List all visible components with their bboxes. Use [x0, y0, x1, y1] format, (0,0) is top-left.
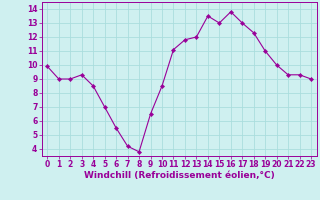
X-axis label: Windchill (Refroidissement éolien,°C): Windchill (Refroidissement éolien,°C) [84, 171, 275, 180]
